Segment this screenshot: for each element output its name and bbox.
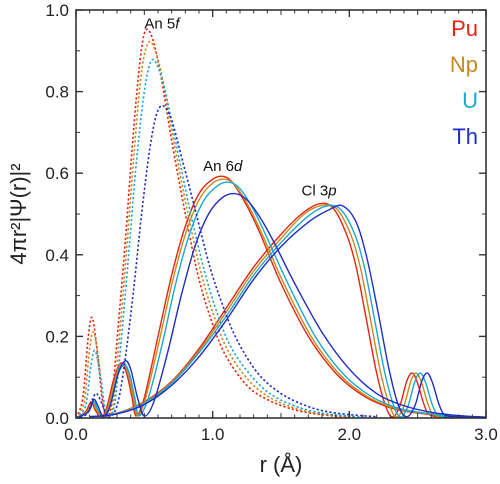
curve-th-cl-3p bbox=[89, 204, 486, 418]
legend-entry-pu: Pu bbox=[451, 16, 478, 41]
annotation-italic-letter: p bbox=[327, 183, 336, 200]
y-tick-label: 0.2 bbox=[45, 327, 69, 346]
y-tick-label: 0.4 bbox=[45, 246, 69, 265]
y-tick-label: 0.6 bbox=[45, 164, 69, 183]
curves-layer bbox=[76, 28, 486, 418]
orbital-annotation: An 5f bbox=[144, 15, 181, 32]
annotation-italic-letter: f bbox=[175, 15, 181, 32]
ticks-layer: 0.0 1.0 2.0 3.0 0.0 0.2 0.4 0.6 0.8 1.0 bbox=[45, 1, 497, 444]
x-tick-label: 2.0 bbox=[338, 425, 362, 444]
legend-entry-np: Np bbox=[450, 52, 478, 77]
y-tick-label: 0.0 bbox=[45, 409, 69, 428]
curve-pu-5f bbox=[76, 28, 350, 418]
annotations-layer: An 5f An 6d Cl 3p bbox=[144, 15, 336, 199]
legend-entry-th: Th bbox=[452, 124, 478, 149]
curve-np-6d bbox=[76, 178, 486, 418]
annotation-italic-letter: d bbox=[234, 158, 243, 175]
annotation-prefix: An 6 bbox=[203, 158, 234, 175]
x-axis-title: r (Å) bbox=[260, 452, 303, 477]
plot-frame bbox=[75, 9, 487, 419]
y-tick-label: 1.0 bbox=[45, 1, 69, 20]
legend: Pu Np U Th bbox=[450, 16, 478, 149]
y-tick-label: 0.8 bbox=[45, 83, 69, 102]
curve-u-5f bbox=[76, 58, 364, 418]
orbital-annotation: An 6d bbox=[203, 158, 243, 175]
curve-pu-cl-3p bbox=[89, 202, 486, 418]
x-tick-label: 0.0 bbox=[64, 425, 88, 444]
y-axis-title: 4πr²|Ψ(r)|² bbox=[6, 163, 31, 264]
curve-th-6d bbox=[76, 192, 486, 418]
annotation-prefix: Cl 3 bbox=[302, 183, 329, 200]
orbital-annotation: Cl 3p bbox=[302, 183, 337, 200]
curve-th-5f bbox=[76, 104, 377, 418]
x-tick-label: 1.0 bbox=[201, 425, 225, 444]
legend-entry-u: U bbox=[462, 88, 478, 113]
curve-u-6d bbox=[76, 181, 486, 418]
curve-pu-6d bbox=[76, 175, 486, 418]
annotation-prefix: An 5 bbox=[144, 15, 175, 32]
x-tick-label: 3.0 bbox=[474, 425, 498, 444]
curve-np-5f bbox=[76, 40, 357, 418]
curve-u-cl-3p bbox=[89, 204, 486, 418]
